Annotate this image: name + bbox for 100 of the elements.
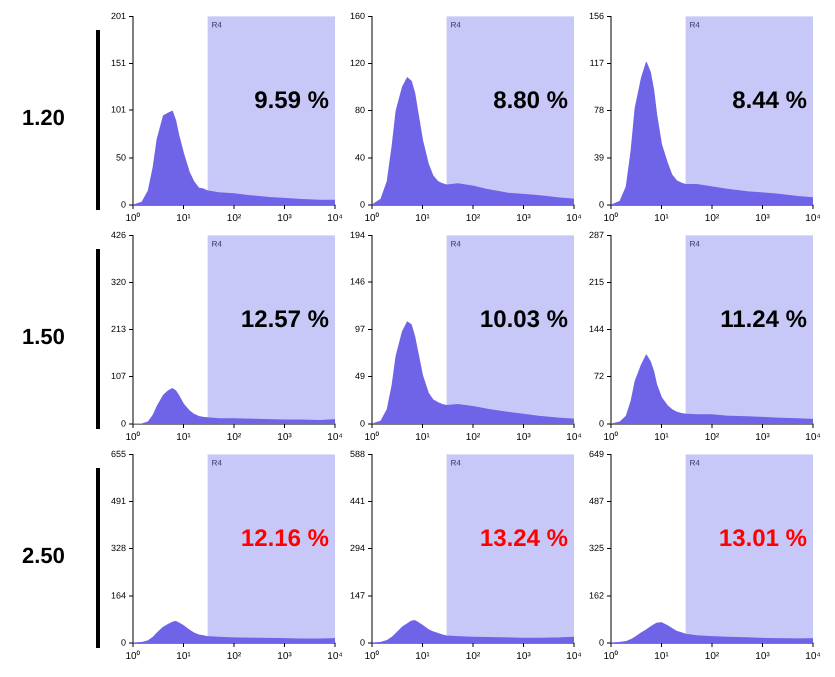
x-tick-label: 10¹	[415, 212, 430, 224]
band-label: R4	[450, 458, 462, 468]
y-tick-label: 0	[121, 418, 126, 428]
x-tick-label: 10⁰	[364, 212, 380, 224]
x-tick-label: 10¹	[654, 212, 670, 224]
x-tick-label: 10⁰	[364, 650, 380, 662]
y-tick-label: 215	[588, 277, 604, 288]
y-tick-label: 50	[116, 152, 126, 163]
x-tick-label: 10¹	[654, 650, 670, 662]
x-tick-label: 10¹	[415, 432, 430, 443]
y-tick-label: 120	[350, 58, 366, 68]
y-tick-label: 151	[110, 58, 126, 68]
x-tick-label: 10²	[226, 212, 242, 224]
annotation: 8.44 %	[732, 86, 807, 114]
x-tick-label: 10⁰	[364, 430, 380, 443]
y-tick-label: 107	[110, 371, 126, 382]
y-tick-label: 80	[355, 105, 366, 116]
x-tick-label: 10²	[466, 432, 481, 443]
y-tick-label: 0	[599, 637, 604, 648]
x-tick-label: 10³	[516, 432, 532, 443]
x-tick-label: 10²	[226, 432, 242, 443]
annotation: 13.24 %	[480, 524, 568, 552]
y-tick-label: 49	[355, 370, 366, 381]
annotation: 12.57 %	[240, 306, 329, 333]
y-tick-label: 649	[588, 448, 604, 459]
x-tick-label: 10¹	[176, 432, 192, 443]
x-tick-label: 10⁴	[566, 212, 582, 224]
y-tick-label: 39	[594, 152, 604, 162]
x-tick-label: 10²	[704, 650, 720, 662]
x-tick-label: 10⁰	[125, 212, 141, 224]
y-tick-label: 40	[355, 152, 366, 162]
y-tick-label: 487	[588, 496, 604, 506]
y-tick-label: 328	[110, 543, 126, 554]
y-tick-label: 156	[588, 10, 604, 21]
y-tick-label: 0	[121, 199, 126, 210]
x-tick-label: 10⁴	[327, 650, 343, 662]
band-label: R4	[690, 20, 700, 30]
y-tick-label: 0	[599, 418, 604, 428]
x-tick-label: 10¹	[176, 650, 192, 662]
y-tick-label: 294	[350, 543, 366, 554]
y-tick-label: 146	[350, 276, 366, 287]
x-tick-label: 10³	[277, 212, 292, 224]
annotation: 11.24 %	[720, 306, 807, 333]
y-tick-label: 101	[110, 104, 126, 115]
band-label: R4	[450, 20, 462, 30]
y-tick-label: 0	[121, 637, 126, 648]
y-tick-label: 287	[588, 230, 604, 240]
annotation: 10.03 %	[480, 306, 568, 333]
x-tick-label: 10⁴	[566, 650, 582, 662]
band-label: R4	[212, 240, 222, 249]
x-tick-label: 10⁰	[125, 650, 141, 662]
x-tick-label: 10³	[277, 650, 292, 662]
y-tick-label: 325	[588, 543, 604, 554]
y-tick-label: 160	[350, 10, 366, 21]
y-tick-label: 0	[360, 637, 366, 648]
x-tick-label: 10³	[516, 650, 532, 662]
x-tick-label: 10²	[466, 650, 481, 662]
y-tick-label: 441	[350, 496, 366, 506]
x-tick-label: 10²	[466, 212, 481, 224]
x-tick-label: 10²	[704, 432, 720, 443]
x-tick-label: 10⁴	[805, 212, 821, 224]
band-label: R4	[690, 240, 700, 249]
x-tick-label: 10³	[755, 650, 770, 662]
x-tick-label: 10⁴	[805, 650, 821, 662]
y-tick-label: 147	[350, 590, 366, 600]
y-tick-label: 213	[110, 324, 126, 334]
y-tick-label: 144	[588, 324, 604, 334]
annotation: 12.16 %	[240, 524, 329, 552]
y-tick-label: 0	[360, 199, 366, 210]
x-tick-label: 10⁴	[805, 432, 821, 443]
x-tick-label: 10³	[277, 432, 292, 443]
annotation: 8.80 %	[493, 86, 568, 114]
band-label: R4	[212, 458, 222, 468]
x-tick-label: 10⁴	[327, 432, 343, 443]
y-tick-label: 491	[110, 496, 126, 506]
x-tick-label: 10⁴	[566, 432, 582, 443]
y-tick-label: 72	[594, 371, 604, 382]
y-tick-label: 78	[594, 105, 604, 116]
x-tick-label: 10²	[226, 650, 242, 662]
y-tick-label: 117	[590, 58, 604, 68]
y-tick-label: 0	[599, 199, 604, 210]
y-tick-label: 588	[350, 448, 366, 459]
x-tick-label: 10⁰	[603, 650, 619, 662]
band-label: R4	[212, 20, 222, 30]
x-tick-label: 10³	[755, 212, 770, 224]
y-tick-label: 194	[350, 230, 366, 240]
x-tick-label: 10¹	[654, 432, 670, 443]
band-label: R4	[450, 240, 462, 249]
y-tick-label: 201	[110, 10, 126, 21]
x-tick-label: 10¹	[176, 212, 192, 224]
y-tick-label: 97	[355, 324, 366, 334]
y-tick-label: 320	[110, 276, 126, 287]
x-tick-label: 10¹	[415, 650, 430, 662]
annotation: 13.01 %	[718, 524, 807, 552]
annotation: 9.59 %	[254, 86, 329, 114]
x-tick-label: 10³	[516, 212, 532, 224]
text: 2.50	[22, 542, 65, 568]
x-tick-label: 10⁰	[125, 430, 141, 443]
x-tick-label: 10⁰	[603, 212, 619, 224]
x-tick-label: 10⁰	[603, 430, 619, 443]
